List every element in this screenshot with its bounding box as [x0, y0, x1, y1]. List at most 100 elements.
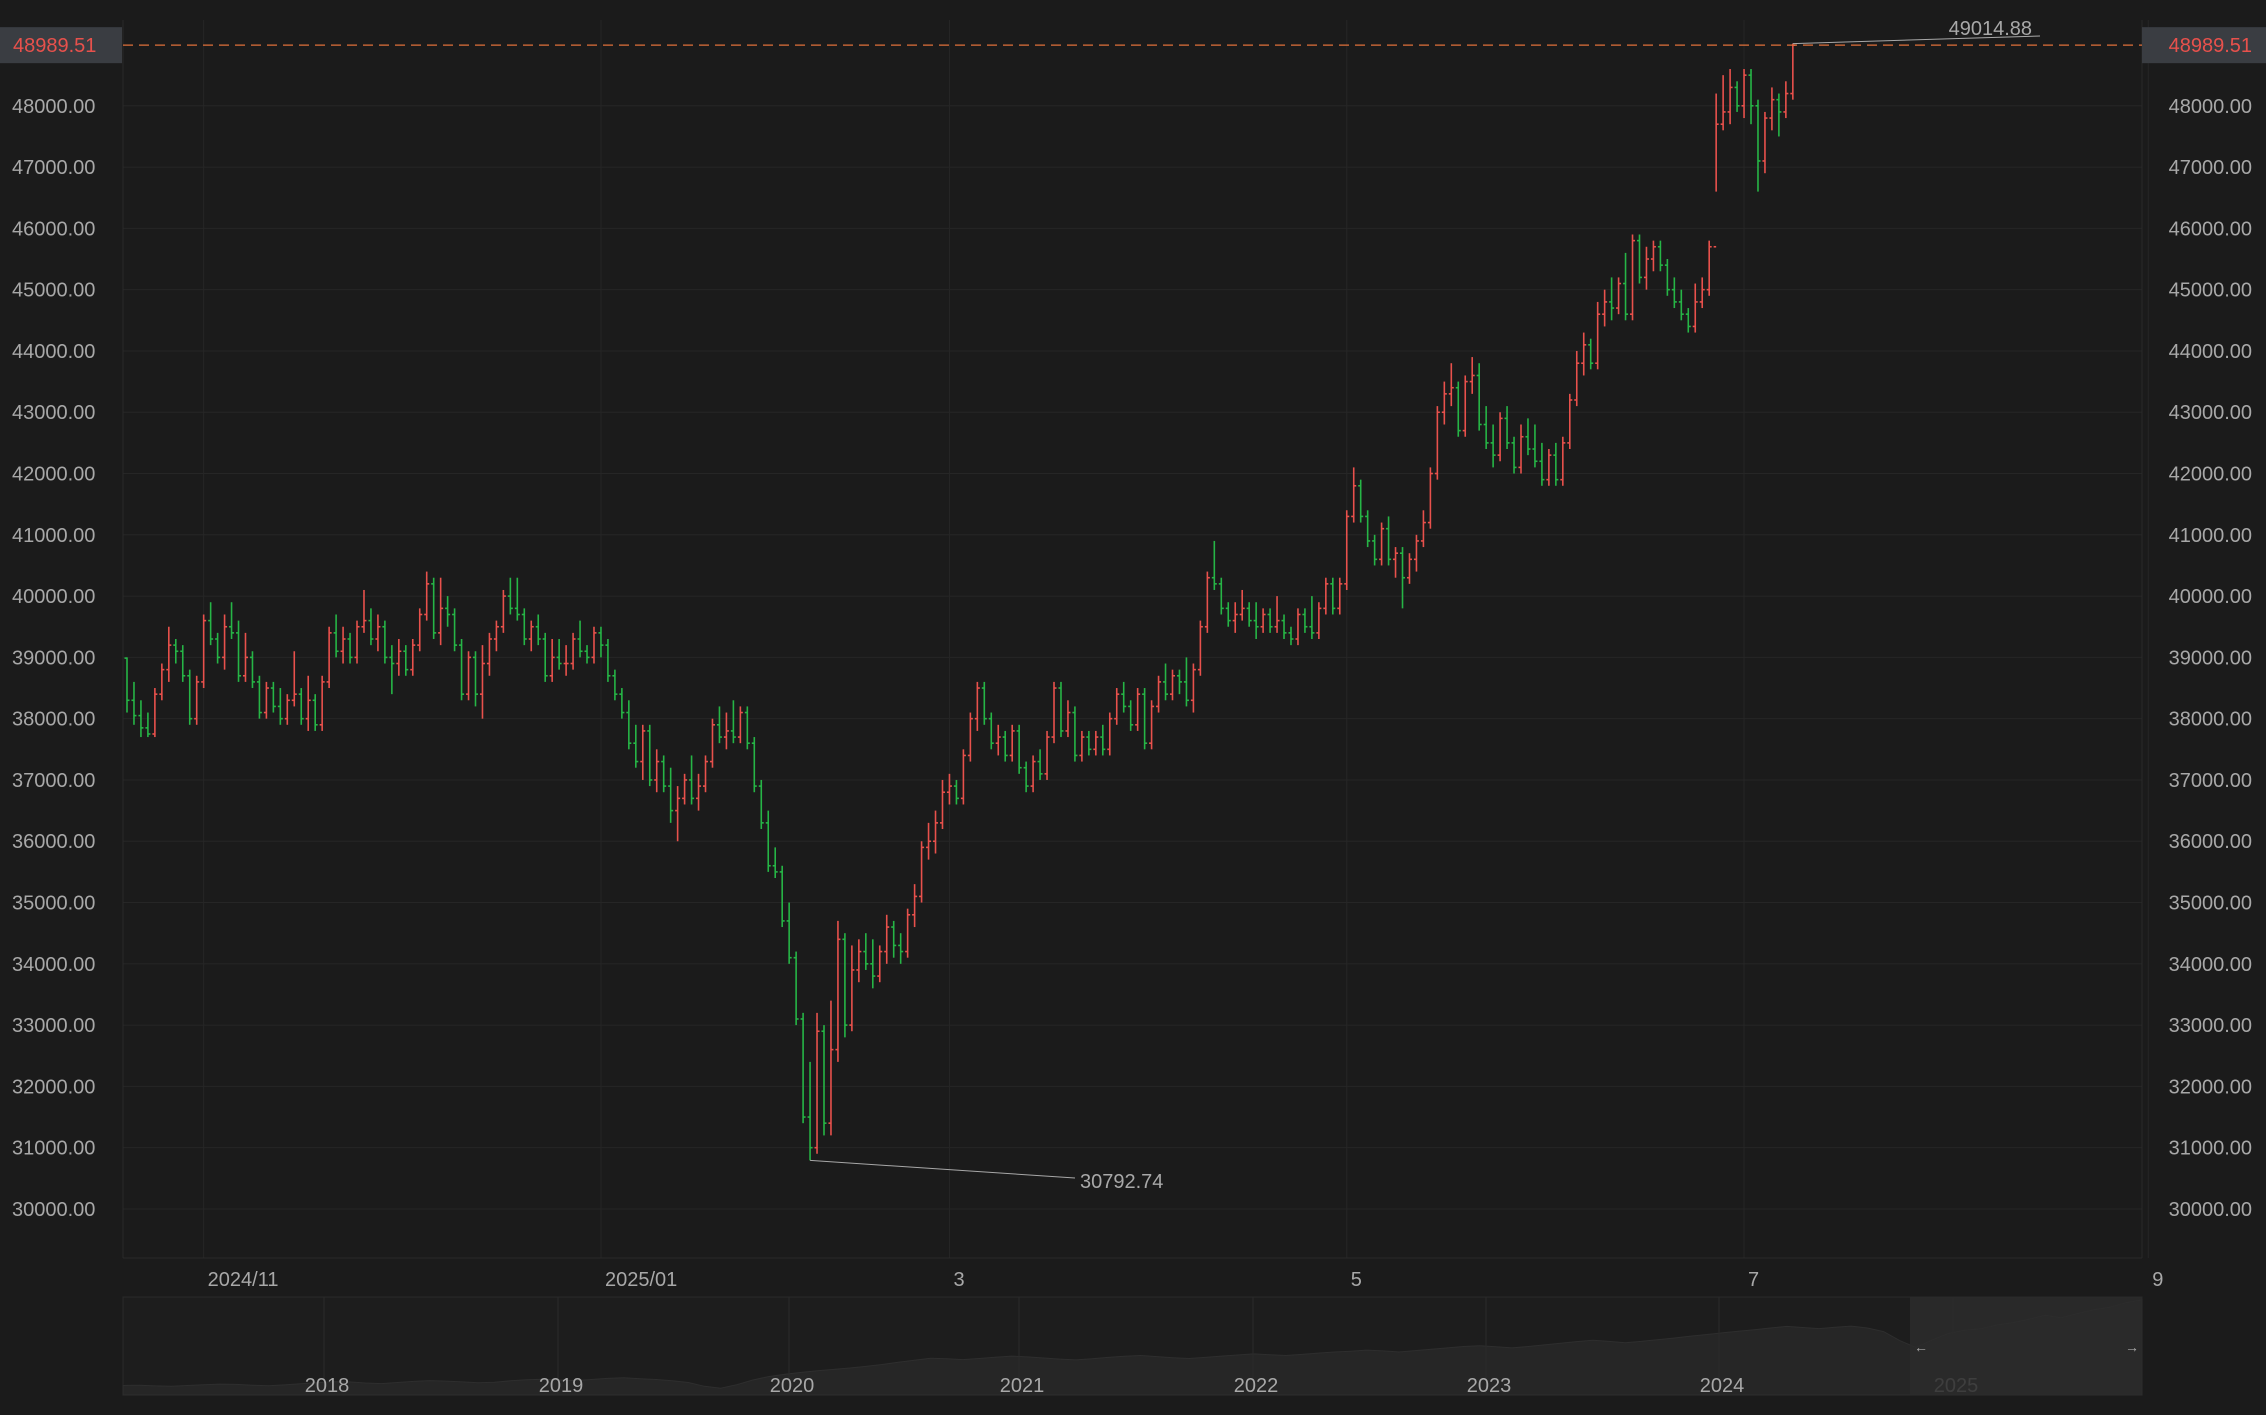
ohlc-bar [417, 608, 423, 652]
ohlc-bar [696, 773, 702, 811]
ohlc-bar [361, 589, 367, 633]
navigator-selected-range[interactable] [1910, 1297, 2142, 1395]
ohlc-bar [1002, 730, 1008, 762]
ohlc-bar [354, 620, 360, 664]
ohlc-bar [1518, 424, 1524, 474]
ohlc-bar [703, 755, 709, 793]
ohlc-bar [1267, 608, 1273, 633]
ohlc-bar [459, 639, 465, 701]
last-price-line: 48989.51 48989.51 [0, 27, 2266, 64]
ohlc-bar [1232, 602, 1238, 633]
ohlc-bar [180, 645, 186, 682]
y-tick-label-right: 38000.00 [2169, 709, 2252, 731]
ohlc-bar [159, 663, 165, 701]
arrow-left-icon[interactable]: ← [1914, 1339, 1928, 1355]
arrow-right-icon[interactable]: → [2125, 1339, 2139, 1355]
ohlc-bar [605, 639, 611, 682]
last-price-tag-left [0, 27, 122, 64]
ohlc-bar [709, 718, 715, 768]
ohlc-bar [1072, 706, 1078, 762]
ohlc-bar [856, 939, 862, 983]
ohlc-bar [242, 632, 248, 682]
ohlc-bar [946, 773, 952, 805]
y-tick-label-right: 34000.00 [2169, 954, 2252, 976]
y-tick-label-right: 40000.00 [2169, 586, 2252, 608]
ohlc-bar [1720, 75, 1726, 131]
ohlc-bar [1197, 620, 1203, 676]
ohlc-bar [675, 786, 681, 842]
y-axis-right: 30000.00 31000.00 32000.00 33000.00 34000.00… [2169, 96, 2252, 1221]
ohlc-bar [1406, 553, 1412, 584]
ohlc-bar [1121, 681, 1127, 713]
y-tick-label-right: 47000.00 [2169, 157, 2252, 179]
ohlc-bar [1316, 602, 1322, 639]
ohlc-bar [514, 577, 520, 621]
low-annotation-label: 30792.74 [1080, 1171, 1163, 1193]
ohlc-bar [905, 908, 911, 958]
x-tick-label: 3 [953, 1269, 964, 1291]
y-tick-label-right: 35000.00 [2169, 893, 2252, 915]
y-tick-label-right: 45000.00 [2169, 280, 2252, 302]
ohlc-bar [1009, 724, 1015, 762]
ohlc-bar [263, 681, 269, 719]
ohlc-bar [1455, 381, 1461, 437]
ohlc-bar [1170, 669, 1175, 701]
y-tick-label-right: 48000.00 [2169, 96, 2252, 118]
ohlc-bar [1379, 522, 1385, 566]
ohlc-bar [1079, 730, 1085, 762]
ohlc-bar [1588, 338, 1594, 370]
ohlc-bar [1190, 663, 1196, 713]
ohlc-bar [1623, 252, 1629, 321]
ohlc-bar [933, 810, 939, 854]
ohlc-bar [1539, 442, 1545, 486]
ohlc-bar [396, 639, 402, 676]
ohlc-bar [1574, 350, 1580, 407]
ohlc-bar [549, 639, 555, 682]
ohlc-bar [194, 675, 200, 725]
ohlc-bar [1393, 547, 1399, 578]
ohlc-bar [389, 645, 395, 695]
ohlc-bar [528, 620, 534, 652]
ohlc-bar [863, 933, 869, 970]
ohlc-bar [1427, 467, 1433, 529]
last-price-label-left: 48989.51 [13, 35, 96, 57]
ohlc-bar [1051, 681, 1057, 744]
ohlc-bar [1650, 240, 1656, 272]
time-navigator[interactable]: 20182019202020212022202320242025 ← → [122, 1296, 2143, 1397]
ohlc-bar [926, 822, 932, 860]
ohlc-bar [612, 669, 618, 701]
ohlc-bar [1741, 69, 1747, 119]
ohlc-bar [277, 688, 283, 725]
ohlc-bar [1448, 363, 1454, 407]
ohlc-bar [849, 945, 855, 1032]
y-tick-label-left: 35000.00 [12, 893, 95, 915]
ohlc-bar [507, 577, 513, 615]
ohlc-bar [1107, 712, 1113, 756]
ohlc-bar [326, 626, 332, 689]
ohlc-bar [1532, 424, 1538, 468]
y-tick-label-left: 33000.00 [12, 1015, 95, 1037]
ohlc-bar [723, 712, 729, 750]
ohlc-bar [1246, 602, 1252, 627]
ohlc-bar [1727, 69, 1733, 125]
ohlc-bar [1734, 81, 1740, 112]
ohlc-bar [1156, 675, 1162, 713]
y-tick-label-left: 31000.00 [12, 1138, 95, 1160]
ohlc-bar [1211, 540, 1217, 590]
y-tick-label-left: 38000.00 [12, 709, 95, 731]
last-price-tag-right [2142, 27, 2266, 64]
navigator-year-label: 2020 [770, 1375, 815, 1397]
ohlc-bar [1260, 608, 1266, 633]
navigator-year-label: 2019 [539, 1375, 584, 1397]
ohlc-bar [1609, 277, 1615, 321]
ohlc-bar [249, 651, 255, 689]
y-axis-left: 30000.00 31000.00 32000.00 33000.00 34000.00… [12, 96, 95, 1221]
high-annotation-label: 49014.88 [1949, 18, 2032, 40]
ohlc-bar [842, 933, 848, 1038]
ohlc-bar [1330, 577, 1336, 615]
ohlc-bar [1288, 626, 1294, 646]
ohlc-bar [995, 724, 1001, 756]
ohlc-bar [1616, 277, 1622, 315]
ohlc-bar [828, 1000, 834, 1136]
